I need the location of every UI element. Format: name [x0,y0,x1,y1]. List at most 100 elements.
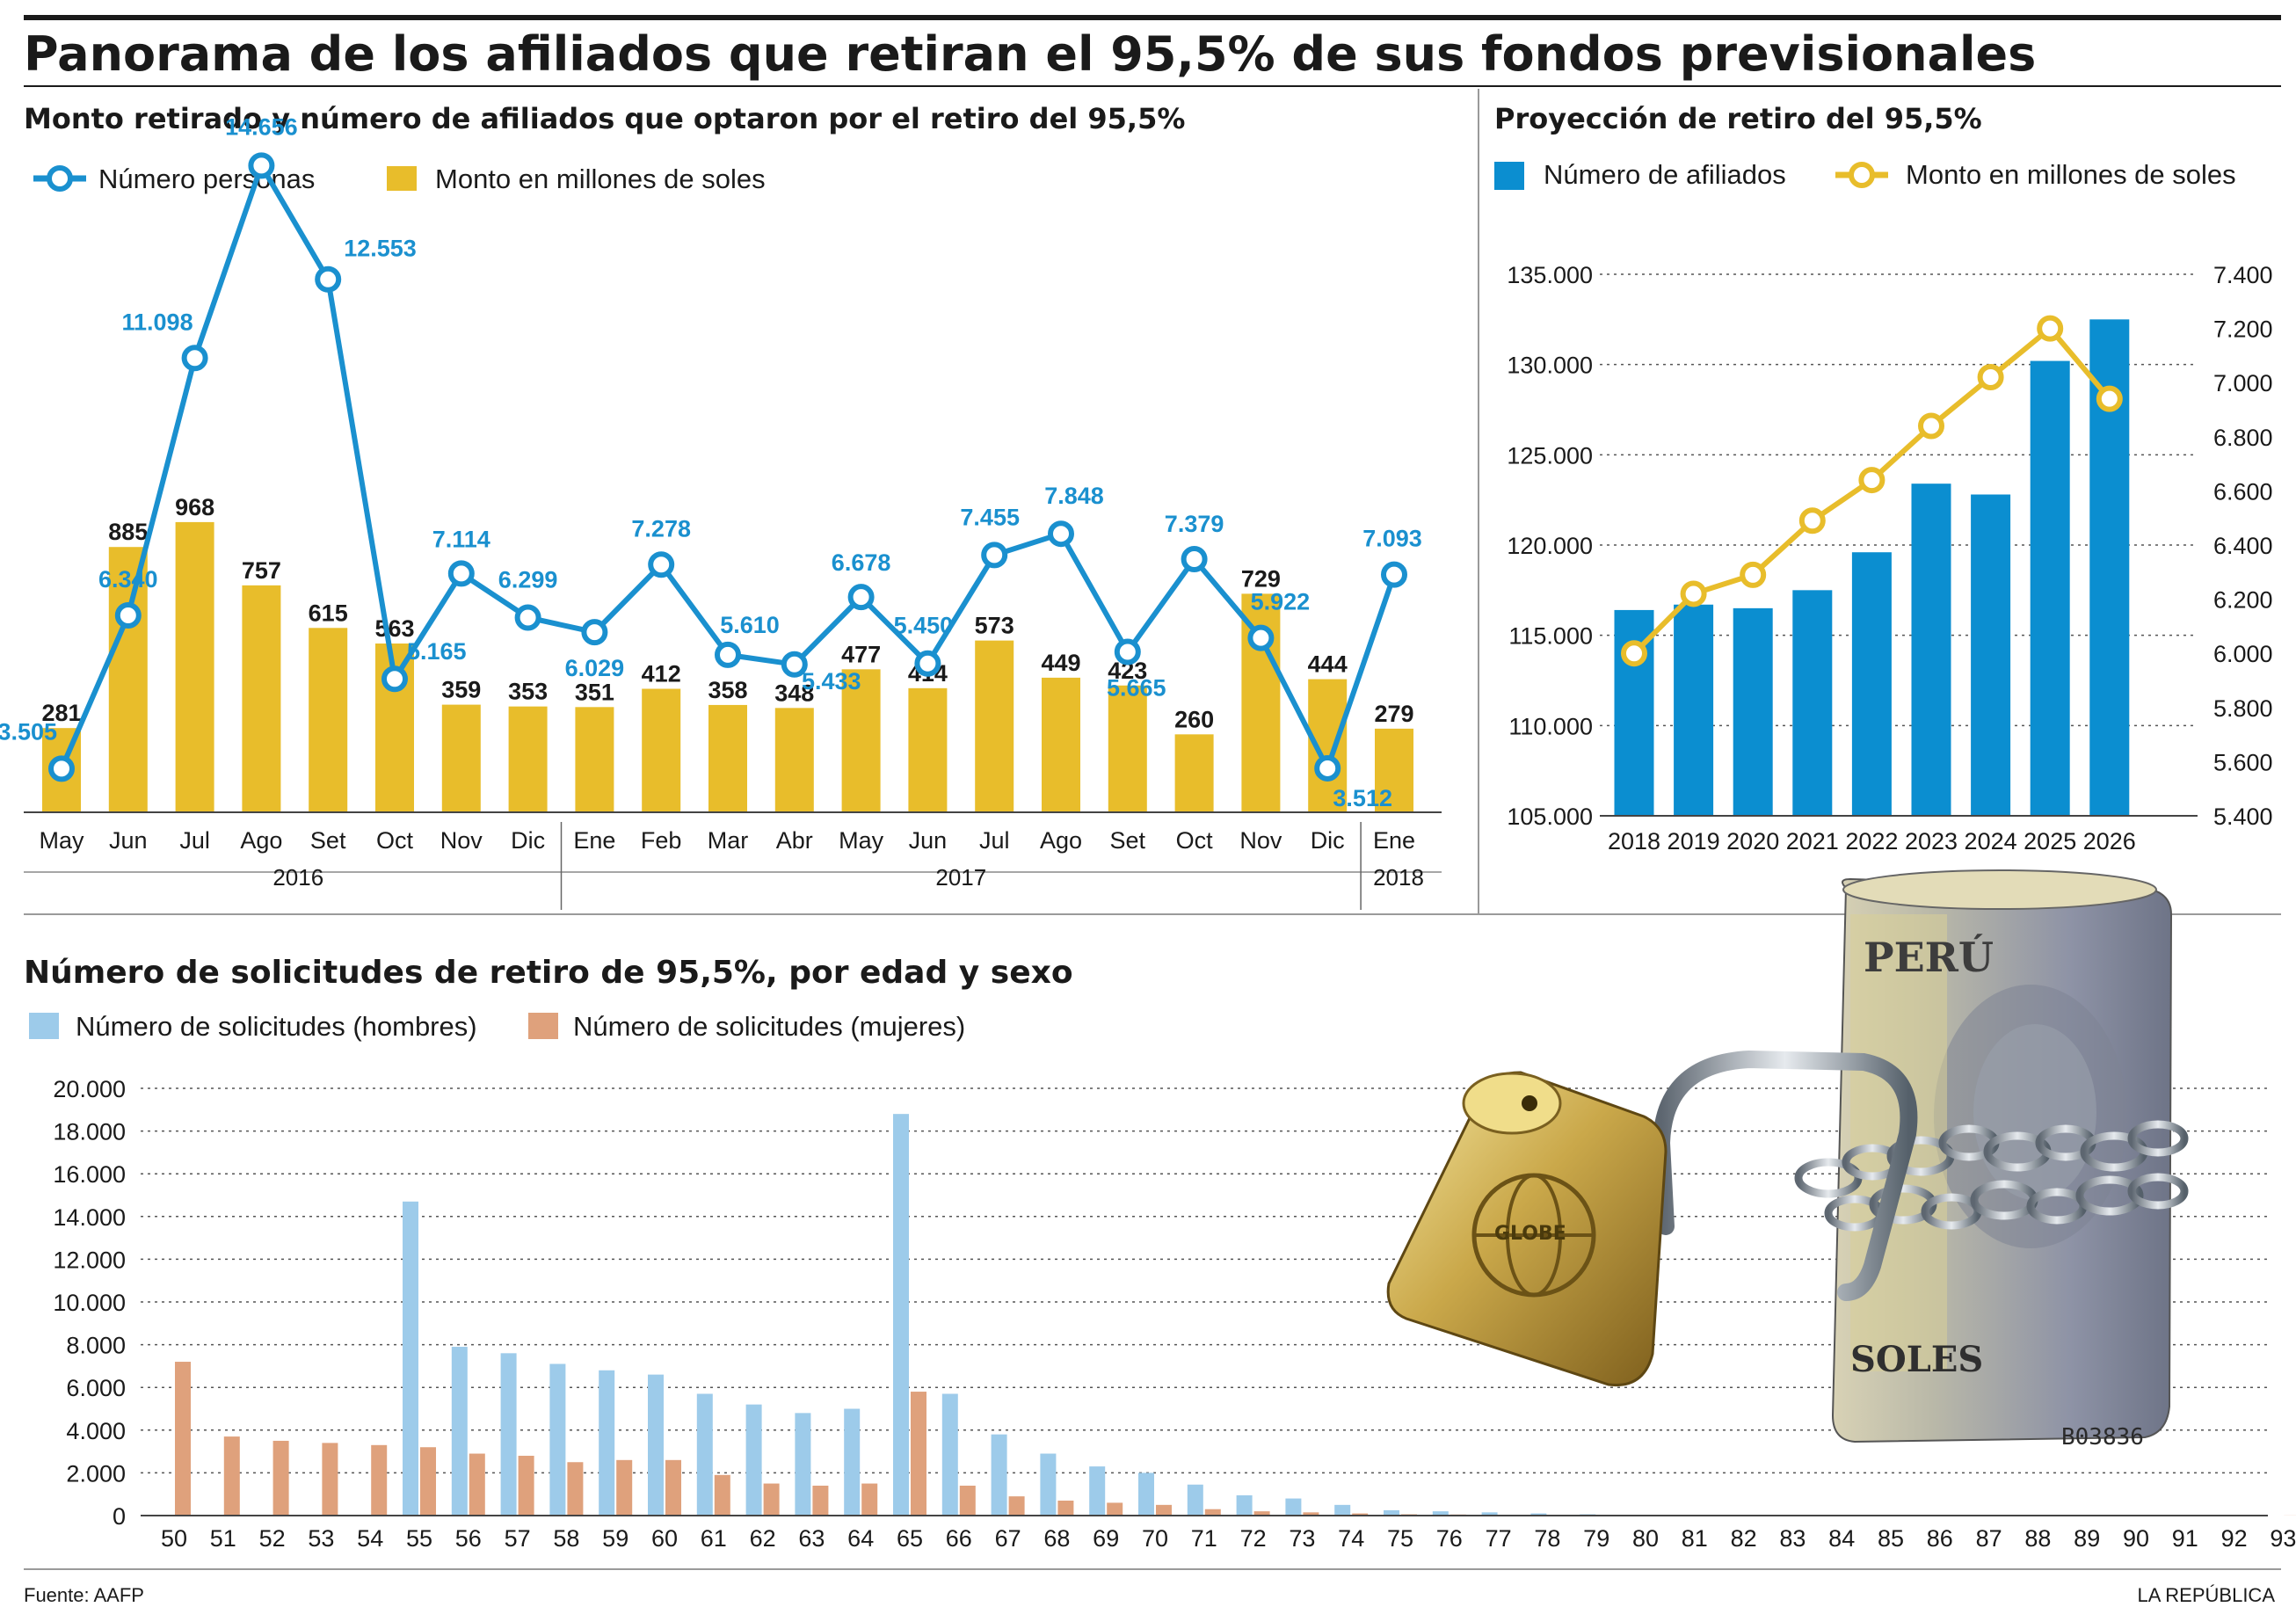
age-women-bar [223,1436,240,1516]
monthly-people-point [1314,754,1341,782]
age-y-tick: 12.000 [53,1247,126,1273]
projection-members-bar [1733,607,1773,816]
monthly-year-label: 2017 [935,864,986,891]
monthly-people-point [48,755,75,782]
monthly-month-tick: Ene [573,827,615,854]
monthly-month-tick: Nov [440,827,483,854]
age-x-tick: 67 [995,1525,1021,1552]
monthly-people-label: 5.665 [1107,674,1166,701]
monthly-month-tick: Jun [909,827,948,854]
age-women-bar [861,1483,878,1516]
monthly-amount-label: 968 [175,494,214,520]
monthly-month-tick: Oct [376,827,414,854]
age-x-tick: 76 [1436,1525,1463,1552]
monthly-withdrawal-chart: Monto retirado y número de afiliados que… [0,102,1442,910]
age-women-bar [616,1459,633,1516]
monthly-amount-label: 351 [575,679,614,705]
age-y-tick: 8.000 [66,1333,126,1359]
projection-amount-point [1918,412,1944,440]
projection-amount-point [1680,580,1707,607]
age-x-tick: 89 [2074,1525,2100,1552]
projection-amount-point [1858,467,1885,494]
age-x-tick: 80 [1632,1525,1659,1552]
age-men-bar [1384,1509,1399,1516]
monthly-people-point [1114,638,1141,665]
age-men-bar [745,1404,762,1516]
projection-year-tick: 2023 [1905,828,1958,854]
banknote-serial: B03836 [2061,1424,2144,1451]
age-x-tick: 73 [1289,1525,1315,1552]
banknote-text: PERÚ [1864,933,1994,981]
projection-right-tick: 6.400 [2213,533,2273,559]
monthly-people-point [981,542,1008,569]
age-x-tick: 92 [2221,1525,2248,1552]
projection-right-tick: 5.800 [2213,695,2273,722]
age-x-tick: 58 [553,1525,579,1552]
age-x-tick: 74 [1338,1525,1364,1552]
age-x-tick: 79 [1583,1525,1609,1552]
monthly-people-point [514,604,541,631]
monthly-amount-label: 281 [41,700,81,726]
monthly-amount-label: 260 [1174,706,1214,732]
projection-left-tick: 110.000 [1508,713,1593,739]
chain [1794,1120,2189,1232]
projection-right-tick: 5.600 [2213,749,2273,775]
projection-right-tick: 7.400 [2213,262,2273,288]
age-x-tick: 57 [505,1525,531,1552]
age-women-bar [322,1443,338,1516]
age-women-bar [420,1447,436,1516]
monthly-month-tick: Abr [776,827,813,854]
monthly-month-tick: Dic [1311,827,1345,854]
age-x-tick: 86 [1927,1525,1953,1552]
monthly-year-label: 2018 [1373,864,1424,891]
monthly-people-label: 3.505 [0,718,57,745]
monthly-amount-label: 359 [441,677,481,703]
monthly-month-tick: Nov [1239,827,1282,854]
projection-right-tick: 6.200 [2213,587,2273,614]
age-y-tick: 14.000 [53,1204,126,1231]
projection-members-bar [2030,360,2070,816]
monthly-amount-bar [309,628,348,812]
age-men-bar [648,1374,664,1516]
monthly-people-label: 6.678 [832,549,891,576]
age-y-tick: 2.000 [66,1460,126,1487]
legend-men-swatch [29,1013,59,1039]
monthly-month-tick: Ago [1040,827,1082,854]
monthly-people-label: 5.433 [802,668,861,694]
projection-amount-point [1740,561,1767,588]
age-men-bar [1285,1498,1302,1516]
age-y-tick: 18.000 [53,1119,126,1145]
projection-left-tick: 125.000 [1507,442,1593,469]
age-women-bar [469,1453,485,1516]
age-x-tick: 51 [210,1525,236,1552]
projection-left-tick: 120.000 [1507,533,1593,559]
projection-right-tick: 6.800 [2213,425,2273,451]
age-women-bar [175,1362,191,1516]
monthly-amount-label: 563 [374,615,414,642]
age-men-bar [1138,1472,1154,1516]
age-x-tick: 61 [701,1525,727,1552]
projection-year-tick: 2021 [1786,828,1839,854]
age-men-bar [941,1393,958,1516]
age-men-bar [500,1353,517,1516]
age-x-tick: 82 [1731,1525,1757,1552]
projection-members-bar [1911,484,1951,816]
monthly-people-label: 7.379 [1165,511,1224,537]
age-men-bar [893,1114,909,1516]
monthly-amount-bar [508,706,548,812]
monthly-month-tick: May [839,827,884,854]
age-x-tick: 71 [1191,1525,1217,1552]
age-women-bar [1057,1500,1074,1516]
age-men-bar [696,1393,713,1516]
age-x-tick: 85 [1878,1525,1904,1552]
brand-label: LA REPÚBLICA [2137,1584,2275,1606]
monthly-people-point [914,650,941,677]
monthly-amount-label: 477 [841,641,881,667]
projection-legend: Número de afiliados Monto en millones de… [1494,159,2236,190]
title-rule [24,85,2281,87]
projection-year-tick: 2024 [1965,828,2017,854]
banknote-roll: PERÚ SOLES B03836 [1794,869,2189,1451]
monthly-year-label: 2016 [272,864,323,891]
age-women-bar [567,1462,584,1516]
